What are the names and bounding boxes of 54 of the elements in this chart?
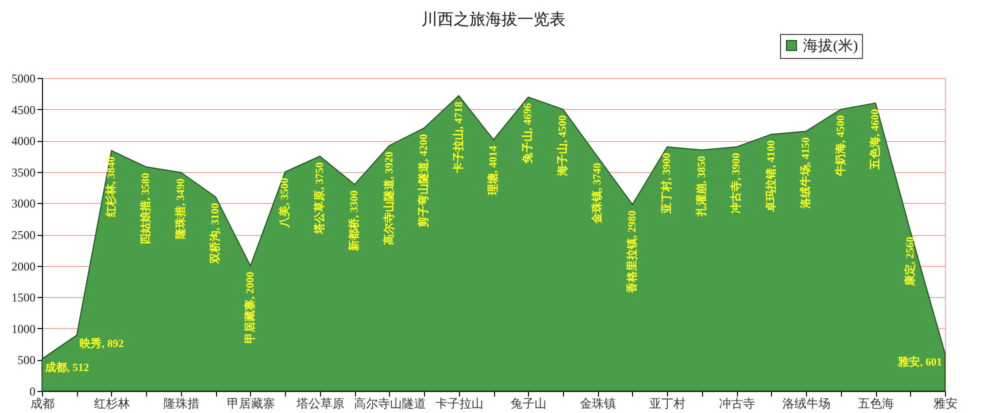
y-tick-label: 0 bbox=[30, 384, 36, 398]
data-label: 双桥沟, 3100 bbox=[208, 202, 222, 264]
x-tick-label: 亚丁村 bbox=[650, 396, 686, 410]
data-label: 扎灌崩, 3850 bbox=[694, 155, 708, 218]
y-tick-label: 5000 bbox=[12, 72, 36, 86]
data-label: 剪子弯山隧道, 4200 bbox=[417, 134, 430, 228]
data-label: 兔子山, 4696 bbox=[521, 102, 534, 165]
data-label: 冲古寺, 3900 bbox=[730, 152, 743, 214]
data-label: 香格里拉镇, 2980 bbox=[625, 210, 638, 294]
y-tick-label: 500 bbox=[18, 353, 36, 368]
legend-label: 海拔(米) bbox=[803, 38, 858, 54]
x-tick-label: 金珠镇 bbox=[580, 396, 616, 410]
y-tick-label: 3000 bbox=[12, 196, 36, 211]
data-label: 康定, 2560 bbox=[903, 236, 916, 288]
y-tick-label: 4500 bbox=[12, 102, 36, 117]
x-tick-label: 塔公草原 bbox=[295, 396, 344, 410]
data-label: 雅安, 601 bbox=[897, 355, 942, 368]
x-tick-label: 五色海 bbox=[858, 396, 894, 410]
data-label: 理塘, 4014 bbox=[486, 145, 500, 196]
y-tick-label: 2000 bbox=[12, 259, 36, 274]
data-label: 隆珠措, 3490 bbox=[174, 178, 187, 240]
x-tick-label: 高尔寺山隧道 bbox=[354, 396, 426, 410]
data-label: 红杉林, 3840 bbox=[104, 156, 118, 218]
data-label: 高尔寺山隧道, 3920 bbox=[382, 151, 396, 246]
chart-title: 川西之旅海拔一览表 bbox=[422, 10, 566, 28]
data-label: 卓玛拉错, 4100 bbox=[764, 140, 778, 213]
data-label: 八美, 3500 bbox=[278, 177, 292, 228]
data-label: 牛奶海, 4500 bbox=[834, 114, 847, 177]
x-tick-label: 洛绒牛场 bbox=[782, 396, 831, 410]
y-tick-label: 1000 bbox=[12, 322, 36, 336]
y-tick-label: 3500 bbox=[12, 165, 36, 180]
x-tick-label: 红杉林 bbox=[94, 396, 130, 410]
data-label: 洛绒牛场, 4150 bbox=[799, 136, 812, 210]
data-label: 五色海, 4600 bbox=[868, 108, 882, 171]
y-tick-label: 2500 bbox=[12, 228, 36, 242]
data-label: 卡子拉山, 4718 bbox=[452, 101, 465, 174]
data-label: 新都桥, 3300 bbox=[348, 190, 361, 252]
data-label: 金珠镇, 3740 bbox=[590, 162, 604, 224]
x-tick-label: 卡子拉山 bbox=[435, 396, 484, 410]
x-tick-label: 雅安 bbox=[934, 396, 958, 410]
y-tick-label: 1500 bbox=[12, 290, 36, 305]
data-label: 甲居藏寨, 2000 bbox=[243, 271, 256, 344]
data-label: 四姑娘措, 3580 bbox=[139, 172, 152, 244]
data-label: 亚丁村, 3900 bbox=[660, 152, 674, 214]
x-tick-label: 冲古寺 bbox=[719, 396, 756, 410]
x-tick-label: 成都 bbox=[30, 396, 54, 410]
data-label: 海子山, 4500 bbox=[556, 114, 569, 177]
y-tick-label: 4000 bbox=[12, 134, 36, 148]
x-tick-label: 兔子山 bbox=[510, 396, 547, 410]
data-label: 塔公草原, 3750 bbox=[312, 162, 326, 235]
x-tick-label: 隆珠措 bbox=[163, 396, 200, 410]
data-label: 映秀, 892 bbox=[80, 337, 124, 350]
x-tick-label: 甲居藏寨 bbox=[226, 396, 275, 410]
data-label: 成都, 512 bbox=[44, 360, 90, 374]
